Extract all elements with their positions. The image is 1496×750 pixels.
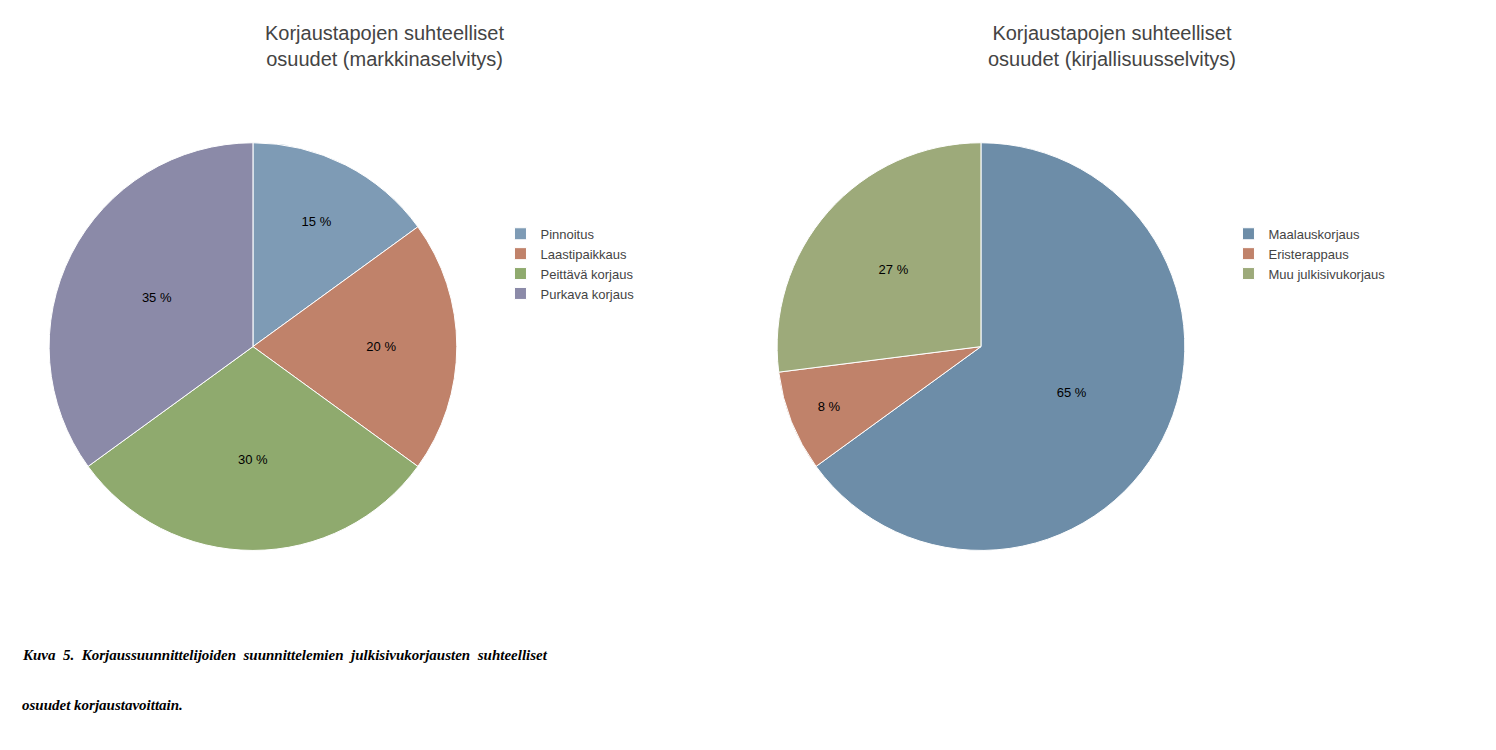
svg-text:Pinnoitus: Pinnoitus [540, 227, 594, 242]
svg-text:osuudet korjaustavoittain.: osuudet korjaustavoittain. [22, 697, 183, 713]
svg-text:Purkava korjaus: Purkava korjaus [540, 287, 634, 302]
svg-text:Muu julkisivukorjaus: Muu julkisivukorjaus [1268, 267, 1385, 282]
svg-text:8 %: 8 % [818, 399, 841, 414]
svg-text:Maalauskorjaus: Maalauskorjaus [1268, 227, 1360, 242]
svg-text:20 %: 20 % [366, 339, 396, 354]
svg-text:Peittävä korjaus: Peittävä korjaus [540, 267, 633, 282]
svg-text:Korjaustapojen suhteellisetosu: Korjaustapojen suhteellisetosuudet (kirj… [988, 22, 1236, 70]
svg-text:Korjaustapojen suhteellisetosu: Korjaustapojen suhteellisetosuudet (mark… [265, 22, 504, 70]
svg-text:Laastipaikkaus: Laastipaikkaus [540, 247, 626, 262]
svg-text:15 %: 15 % [302, 214, 332, 229]
svg-text:27 %: 27 % [879, 262, 909, 277]
svg-text:35 %: 35 % [142, 290, 172, 305]
svg-text:65 %: 65 % [1057, 385, 1087, 400]
svg-text:Eristerappaus: Eristerappaus [1268, 247, 1349, 262]
svg-text:30 %: 30 % [238, 452, 268, 467]
svg-text:Kuva 5. Korjaussuunnittelijo: Kuva 5. Korjaussuunnittelijoiden suunnit… [22, 647, 548, 663]
